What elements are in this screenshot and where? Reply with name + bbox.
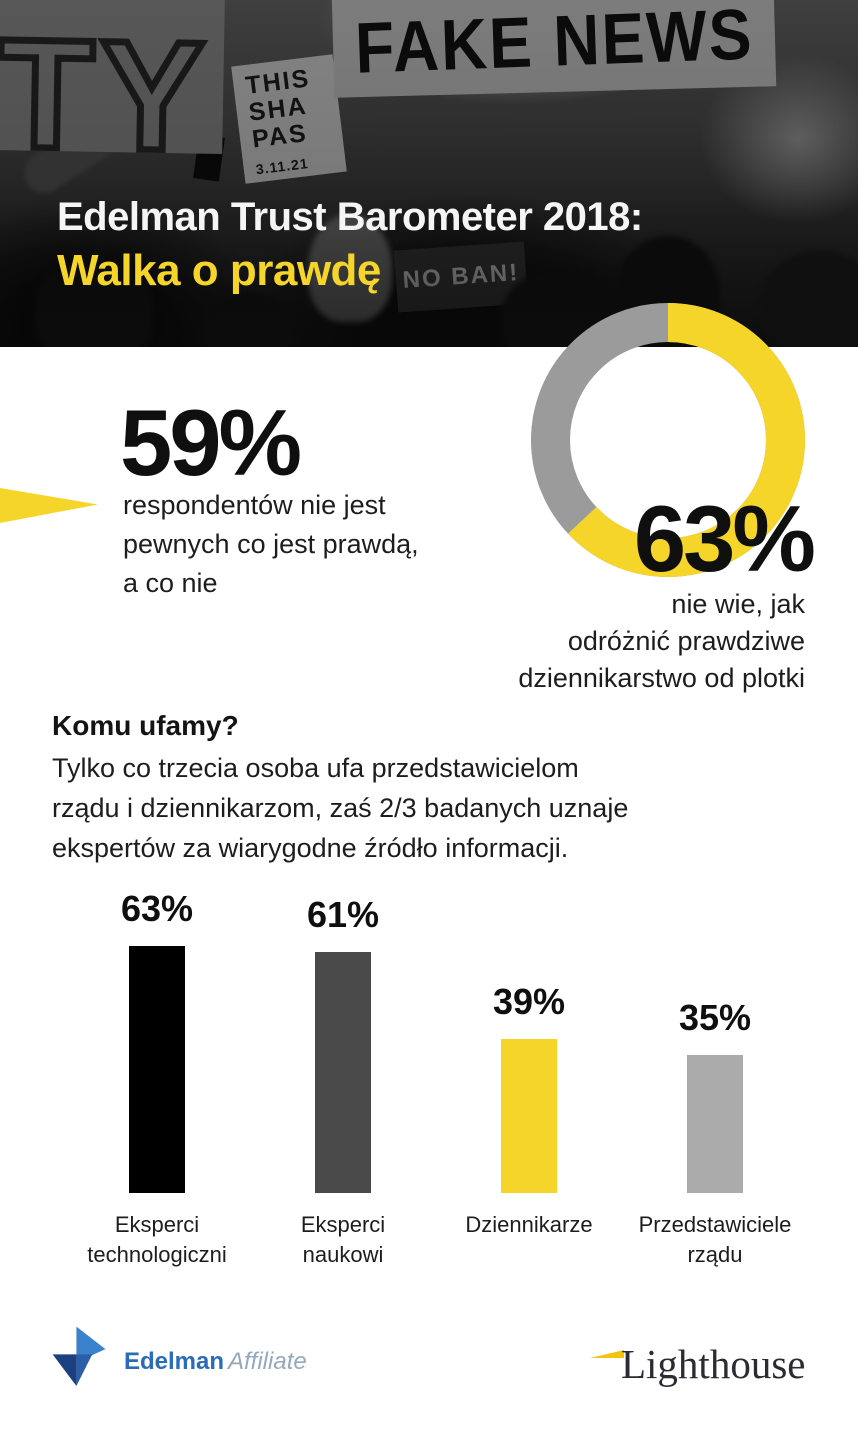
edelman-logo-text: Edelman <box>124 1348 225 1375</box>
bar-value-label: 39% <box>492 981 566 1022</box>
bar-categories: Eksperci technologiczni Eksperci naukowi… <box>64 1210 808 1270</box>
donut-segment-main <box>531 303 805 577</box>
stat-59-description: respondentów nie jest pewnych co jest pr… <box>123 486 419 603</box>
bar-column: 39% <box>436 888 622 1193</box>
bar-value-label: 35% <box>678 997 752 1038</box>
donut-chart <box>531 303 805 577</box>
bar-column: 61% <box>250 888 436 1193</box>
stat-59-value: 59% <box>120 390 302 495</box>
edelman-logo: Edelman Affiliate <box>50 1322 390 1398</box>
stat-59-line: a co nie <box>123 568 218 598</box>
page-subtitle: Walka o prawdę <box>57 246 381 295</box>
bar-value-label: 63% <box>120 888 194 929</box>
stat-63-line: odróżnić prawdziwe <box>567 626 805 656</box>
affiliate-label: Affiliate <box>228 1348 307 1375</box>
bar-column: 63% <box>64 888 250 1193</box>
bar-chart: 63% 61% 39% 35% <box>64 888 808 1193</box>
callout-arrow <box>0 488 98 523</box>
bar <box>315 952 371 1193</box>
hero-photo: TY THIS SHA PAS 3.11.21 FAKE NEWS NO BAN… <box>0 0 858 347</box>
lighthouse-logo-text: Lighthouse <box>621 1341 806 1387</box>
stat-63-description: nie wie, jak odróżnić prawdziwe dziennik… <box>518 586 805 697</box>
section-paragraph: Tylko co trzecia osoba ufa przedstawicie… <box>52 748 628 868</box>
stat-59-line: pewnych co jest prawdą, <box>123 529 419 559</box>
bar <box>129 946 185 1193</box>
section-paragraph-line: rządu i dziennikarzom, zaś 2/3 badanych … <box>52 793 629 823</box>
bar-column: 35% <box>622 888 808 1193</box>
hero-title-block: Edelman Trust Barometer 2018: Walka o pr… <box>57 193 643 297</box>
lighthouse-logo: Lighthouse <box>588 1340 818 1390</box>
stat-63-line: dziennikarstwo od plotki <box>518 663 805 693</box>
edelman-logo-icon <box>52 1326 106 1387</box>
bar <box>687 1055 743 1193</box>
bar-category-label: Dziennikarze <box>465 1212 593 1237</box>
page-title: Edelman Trust Barometer 2018: <box>57 195 643 239</box>
bar-category-label: Eksperci naukowi <box>300 1212 386 1267</box>
lighthouse-beam-icon <box>590 1350 624 1358</box>
section-paragraph-line: ekspertów za wiarygodne źródło informacj… <box>52 833 569 863</box>
section-paragraph-line: Tylko co trzecia osoba ufa przedstawicie… <box>52 753 579 783</box>
bar-value-label: 61% <box>306 894 380 935</box>
stat-63-value: 63% <box>633 486 816 591</box>
bar-category-label: Eksperci technologiczni <box>87 1212 227 1267</box>
stat-63-line: nie wie, jak <box>671 589 805 619</box>
photo-overlay <box>0 0 858 347</box>
stat-59-line: respondentów nie jest <box>123 490 386 520</box>
bar-category-label: Przedstawiciele rządu <box>638 1212 792 1267</box>
bar <box>501 1039 557 1193</box>
section-heading: Komu ufamy? <box>52 710 239 741</box>
